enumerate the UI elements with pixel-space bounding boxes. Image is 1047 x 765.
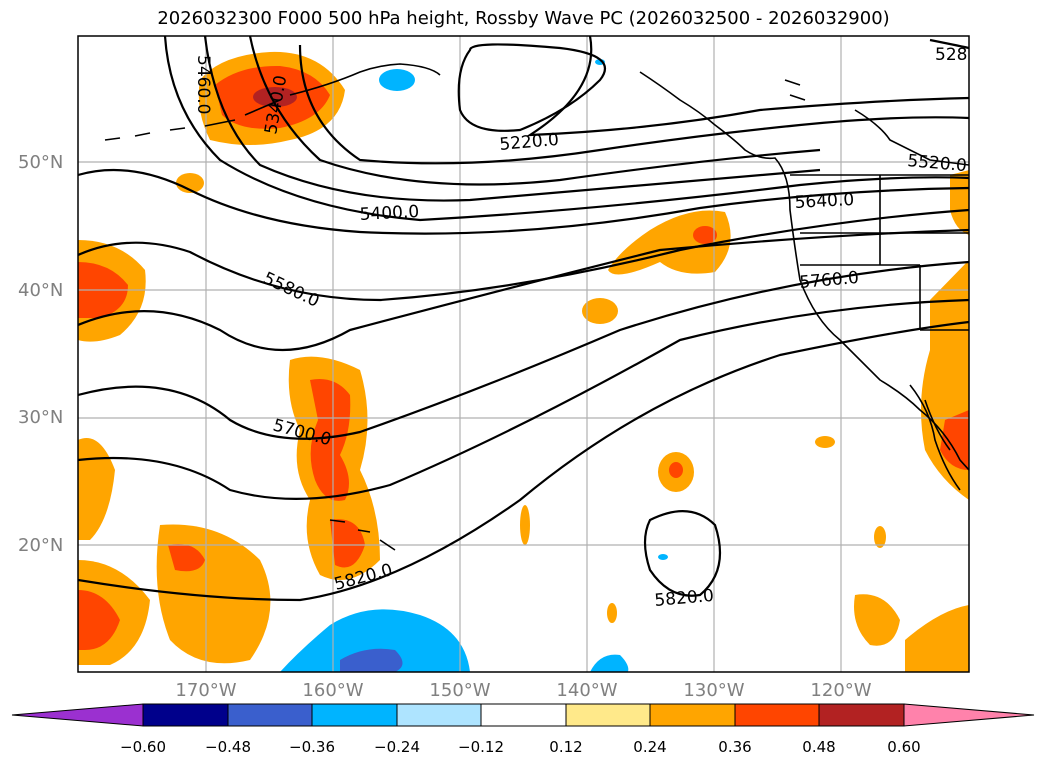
contour-label: 5460.0 xyxy=(193,55,213,114)
colorbar-bin xyxy=(142,703,229,727)
colorbar-tick: 0.12 xyxy=(549,738,583,756)
contour-label: 528 xyxy=(935,45,967,65)
colorbar-bin xyxy=(818,703,905,727)
colorbar-bin xyxy=(734,703,820,727)
colorbar-tick: 0.24 xyxy=(633,738,667,756)
colorbar-bin xyxy=(649,703,736,727)
lon-label: 130°W xyxy=(683,680,745,701)
lon-label: 150°W xyxy=(429,680,491,701)
colorbar-tick: −0.12 xyxy=(458,738,504,756)
lat-label: 50°N xyxy=(18,152,64,173)
chart-title: 2026032300 F000 500 hPa height, Rossby W… xyxy=(157,8,890,29)
coastlines xyxy=(104,63,969,551)
contour-label: 5400.0 xyxy=(359,202,419,225)
colorbar-extend-high xyxy=(903,703,1035,727)
colorbar-bin xyxy=(396,703,482,727)
colorbar-tick: 0.36 xyxy=(718,738,752,756)
plot-frame xyxy=(77,35,970,673)
colorbar-tick: −0.60 xyxy=(120,738,166,756)
colorbar-bin xyxy=(565,703,651,727)
lon-label: 140°W xyxy=(556,680,618,701)
lon-label: 170°W xyxy=(175,680,237,701)
lat-label: 20°N xyxy=(18,535,64,556)
lon-label: 120°W xyxy=(810,680,872,701)
height-contours xyxy=(78,36,969,602)
lat-label: 40°N xyxy=(18,280,64,301)
colorbar-tick: −0.48 xyxy=(205,738,251,756)
lat-label: 30°N xyxy=(18,407,64,428)
colorbar-bin xyxy=(227,703,313,727)
colorbar xyxy=(11,703,1035,727)
colorbar-tick: −0.36 xyxy=(289,738,335,756)
colorbar-tick: −0.24 xyxy=(374,738,420,756)
colorbar-bin xyxy=(311,703,398,727)
contour-label: 5640.0 xyxy=(794,190,854,213)
colorbar-bin xyxy=(480,703,567,727)
colorbar-tick: 0.60 xyxy=(887,738,921,756)
lon-label: 160°W xyxy=(302,680,364,701)
colorbar-extend-low xyxy=(11,703,144,727)
shaded-anomalies xyxy=(78,51,969,672)
colorbar-tick: 0.48 xyxy=(802,738,836,756)
